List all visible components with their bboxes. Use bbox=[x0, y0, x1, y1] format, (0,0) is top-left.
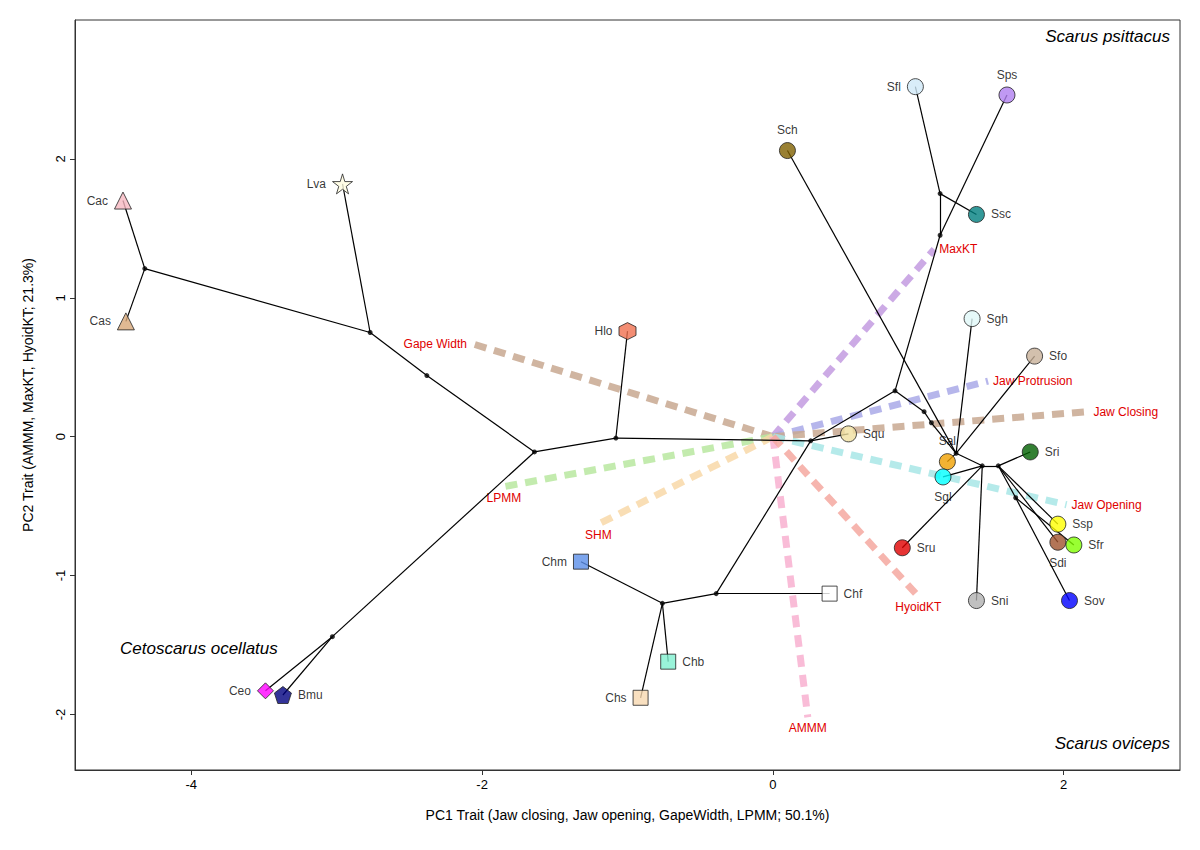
svg-text:Sgl: Sgl bbox=[934, 490, 951, 504]
svg-text:Sdi: Sdi bbox=[1049, 556, 1066, 570]
svg-text:Gape Width: Gape Width bbox=[404, 337, 467, 351]
svg-text:Jaw Opening: Jaw Opening bbox=[1072, 498, 1142, 512]
svg-text:Sps: Sps bbox=[997, 68, 1018, 82]
svg-text:Chs: Chs bbox=[605, 691, 626, 705]
svg-text:Scarus oviceps: Scarus oviceps bbox=[1055, 734, 1171, 753]
svg-text:AMMM: AMMM bbox=[789, 721, 827, 735]
svg-text:Lva: Lva bbox=[307, 177, 327, 191]
svg-text:0: 0 bbox=[53, 433, 68, 440]
svg-text:-2: -2 bbox=[53, 709, 68, 721]
svg-text:Ssp: Ssp bbox=[1072, 517, 1093, 531]
svg-text:Sfo: Sfo bbox=[1049, 349, 1067, 363]
svg-text:Ceo: Ceo bbox=[229, 684, 251, 698]
svg-text:Sgh: Sgh bbox=[987, 312, 1008, 326]
svg-text:Sri: Sri bbox=[1045, 445, 1060, 459]
svg-text:LPMM: LPMM bbox=[487, 491, 522, 505]
svg-text:HyoidKT: HyoidKT bbox=[895, 600, 942, 614]
svg-text:-4: -4 bbox=[186, 777, 198, 792]
svg-text:0: 0 bbox=[769, 777, 776, 792]
svg-text:2: 2 bbox=[1060, 777, 1067, 792]
svg-text:Cac: Cac bbox=[87, 194, 108, 208]
svg-text:2: 2 bbox=[53, 155, 68, 162]
svg-text:Chf: Chf bbox=[844, 587, 863, 601]
svg-text:Squ: Squ bbox=[863, 427, 884, 441]
svg-text:PC1 Trait (Jaw closing, Jaw op: PC1 Trait (Jaw closing, Jaw opening, Gap… bbox=[426, 807, 830, 823]
svg-text:Sni: Sni bbox=[991, 594, 1008, 608]
svg-text:-2: -2 bbox=[476, 777, 488, 792]
svg-text:Sal: Sal bbox=[939, 434, 956, 448]
svg-text:Cas: Cas bbox=[90, 314, 111, 328]
svg-text:Sfr: Sfr bbox=[1088, 538, 1103, 552]
svg-text:Sch: Sch bbox=[777, 123, 798, 137]
svg-text:Ssc: Ssc bbox=[991, 207, 1011, 221]
svg-text:-1: -1 bbox=[53, 570, 68, 582]
svg-text:Jaw Protrusion: Jaw Protrusion bbox=[993, 374, 1072, 388]
svg-text:Cetoscarus ocellatus: Cetoscarus ocellatus bbox=[120, 639, 278, 658]
svg-text:Sov: Sov bbox=[1084, 594, 1105, 608]
svg-text:SHM: SHM bbox=[585, 528, 612, 542]
svg-text:1: 1 bbox=[53, 294, 68, 301]
svg-text:Hlo: Hlo bbox=[594, 324, 612, 338]
svg-text:Jaw Closing: Jaw Closing bbox=[1093, 405, 1158, 419]
svg-text:Bmu: Bmu bbox=[298, 688, 323, 702]
svg-text:Scarus psittacus: Scarus psittacus bbox=[1045, 27, 1170, 46]
svg-text:Sfl: Sfl bbox=[887, 80, 901, 94]
svg-text:PC2 Trait (AMMM, MaxKT, HyoidK: PC2 Trait (AMMM, MaxKT, HyoidKT; 21.3%) bbox=[20, 258, 36, 532]
svg-text:Chb: Chb bbox=[682, 655, 704, 669]
svg-text:MaxKT: MaxKT bbox=[939, 242, 978, 256]
svg-text:Chm: Chm bbox=[542, 555, 567, 569]
svg-text:Sru: Sru bbox=[917, 541, 936, 555]
